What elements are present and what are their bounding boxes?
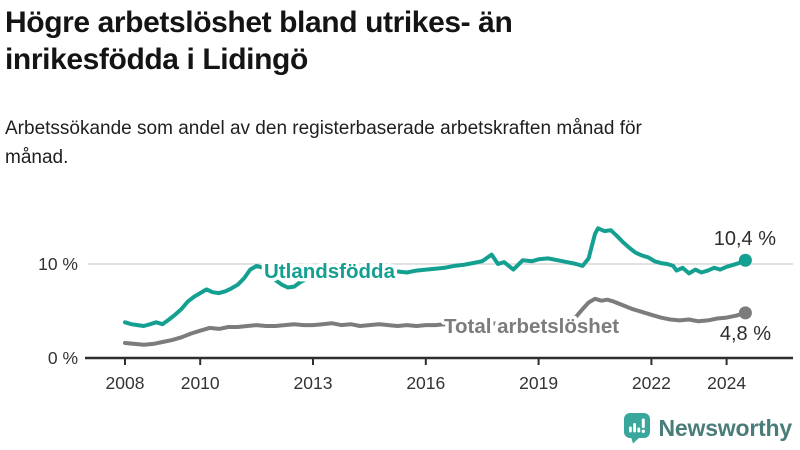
series-line-utlandsfodda (123, 226, 748, 328)
newsworthy-logo-icon (623, 413, 650, 444)
chart-subtitle: Arbetssökande som andel av den registerb… (5, 118, 642, 168)
x-tick-label: 2019 (519, 373, 558, 393)
newsworthy-logo[interactable]: Newsworthy (623, 412, 792, 444)
page-title: Högre arbetslöshet bland utrikes- än inr… (5, 6, 513, 76)
series-end-dot-utlandsfodda (738, 253, 752, 267)
series-end-dot-total (738, 306, 752, 320)
y-tick-label: 10 % (38, 254, 78, 274)
x-tick-label: 2022 (632, 373, 671, 393)
x-tick-label: 2016 (406, 373, 445, 393)
y-tick-label: 0 % (48, 348, 78, 368)
newsworthy-wordmark: Newsworthy (658, 414, 793, 441)
x-tick-label: 2024 (707, 373, 746, 393)
series-end-value-utlandsfodda: 10,4 % (714, 228, 776, 250)
x-tick-label: 2008 (106, 373, 145, 393)
series-end-value-total: 4,8 % (720, 323, 771, 345)
series-label-total: Total arbetslöshet (444, 315, 619, 338)
x-tick-label: 2010 (181, 373, 220, 393)
series-label-utlandsfodda: Utlandsfödda (264, 260, 396, 283)
series-line-total (123, 296, 748, 347)
x-tick-label: 2013 (294, 373, 333, 393)
